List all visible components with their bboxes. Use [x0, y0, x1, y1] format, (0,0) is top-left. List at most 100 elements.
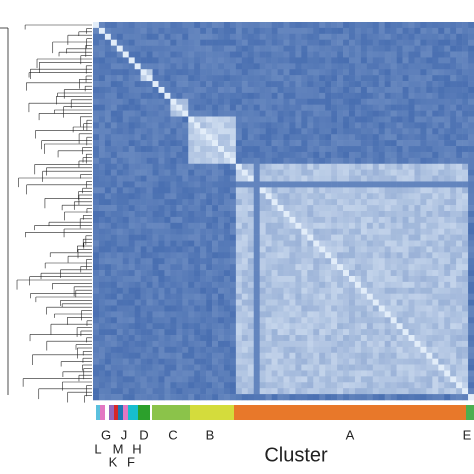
heatmap-cell [301, 388, 308, 395]
heatmap-cell [146, 281, 153, 289]
heatmap-cell [378, 211, 386, 218]
heatmap-cell [188, 222, 195, 230]
heatmap-cell [188, 299, 195, 306]
heatmap-cell [360, 382, 368, 389]
heatmap-cell [241, 370, 249, 377]
heatmap-cell [110, 329, 118, 336]
heatmap-cell [462, 157, 469, 165]
heatmap-cell [229, 382, 237, 389]
heatmap-cell [229, 39, 237, 46]
heatmap-cell [378, 376, 386, 383]
heatmap-cell [176, 181, 183, 188]
heatmap-cell [468, 175, 474, 182]
heatmap-cell [218, 86, 225, 94]
heatmap-cell [426, 270, 433, 277]
heatmap-cell [110, 22, 118, 29]
heatmap-cell [164, 169, 171, 176]
heatmap-cell [134, 122, 141, 129]
heatmap-cell [182, 128, 189, 135]
heatmap-cell [384, 340, 391, 348]
heatmap-cell [414, 329, 421, 336]
heatmap-cell [438, 370, 445, 377]
heatmap-cell [313, 323, 320, 330]
heatmap-cell [146, 193, 153, 200]
heatmap-cell [200, 181, 207, 188]
heatmap-cell [194, 323, 201, 330]
heatmap-cell [420, 258, 427, 265]
heatmap-cell [354, 382, 362, 389]
heatmap-cell [432, 264, 439, 271]
heatmap-cell [140, 27, 147, 35]
heatmap-cell [468, 335, 474, 342]
heatmap-cell [241, 57, 249, 64]
heatmap-cell [218, 299, 225, 306]
heatmap-cell [152, 228, 159, 235]
heatmap-cell [319, 216, 326, 224]
heatmap-cell [408, 63, 415, 70]
heatmap-cell [134, 270, 141, 277]
heatmap-cell [229, 211, 237, 218]
heatmap-cell [444, 69, 451, 76]
heatmap-cell [307, 181, 314, 188]
heatmap-cell [438, 281, 445, 289]
heatmap-cell [366, 346, 374, 354]
heatmap-cell [235, 358, 243, 365]
heatmap-cell [325, 116, 332, 123]
heatmap-cell [283, 81, 290, 88]
heatmap-cell [343, 92, 350, 100]
heatmap-cell [331, 140, 338, 147]
cluster-segment [100, 405, 105, 420]
heatmap-cell [396, 75, 403, 82]
heatmap-cell [93, 358, 100, 365]
heatmap-cell [432, 175, 439, 182]
heatmap-cell [468, 22, 474, 29]
heatmap-cell [200, 187, 207, 194]
heatmap-cell [158, 216, 165, 224]
heatmap-cell [337, 358, 344, 365]
heatmap-cell [122, 134, 130, 141]
heatmap-cell [301, 299, 308, 306]
heatmap-cell [372, 22, 380, 29]
heatmap-cell [301, 358, 308, 365]
heatmap-cell [241, 264, 249, 271]
heatmap-cell [337, 92, 344, 100]
heatmap-cell [188, 240, 195, 247]
heatmap-cell [343, 358, 350, 365]
heatmap-cell [378, 146, 386, 153]
heatmap-cell [194, 205, 201, 212]
heatmap-cell [194, 57, 201, 64]
heatmap-cell [116, 122, 124, 129]
heatmap-cell [289, 45, 296, 52]
heatmap-cell [93, 81, 100, 88]
heatmap-cell [176, 110, 183, 117]
heatmap-cell [372, 270, 380, 277]
heatmap-cell [170, 110, 177, 117]
heatmap-cell [450, 358, 457, 365]
heatmap-cell [247, 346, 255, 354]
heatmap-cell [301, 211, 308, 218]
heatmap-cell [235, 228, 243, 235]
heatmap-cell [444, 122, 451, 129]
heatmap-cell [116, 134, 124, 141]
heatmap-cell [188, 388, 195, 395]
heatmap-cell [438, 246, 445, 253]
heatmap-cell [229, 340, 237, 348]
heatmap-cell [229, 169, 237, 176]
heatmap-cell [414, 51, 421, 58]
heatmap-cell [348, 211, 356, 218]
heatmap-cell [188, 305, 195, 312]
heatmap-cell [206, 157, 213, 165]
heatmap-cell [104, 92, 112, 100]
heatmap-cell [331, 187, 338, 194]
heatmap-cell [283, 264, 290, 271]
heatmap-cell [313, 275, 320, 283]
heatmap-cell [414, 216, 421, 224]
heatmap-cell [259, 57, 266, 64]
heatmap-cell [444, 382, 451, 389]
heatmap-cell [170, 287, 177, 294]
heatmap-cell [289, 157, 296, 165]
heatmap-cell [301, 45, 308, 52]
heatmap-cell [164, 234, 171, 241]
heatmap-cell [450, 246, 457, 253]
heatmap-cell [432, 329, 439, 336]
